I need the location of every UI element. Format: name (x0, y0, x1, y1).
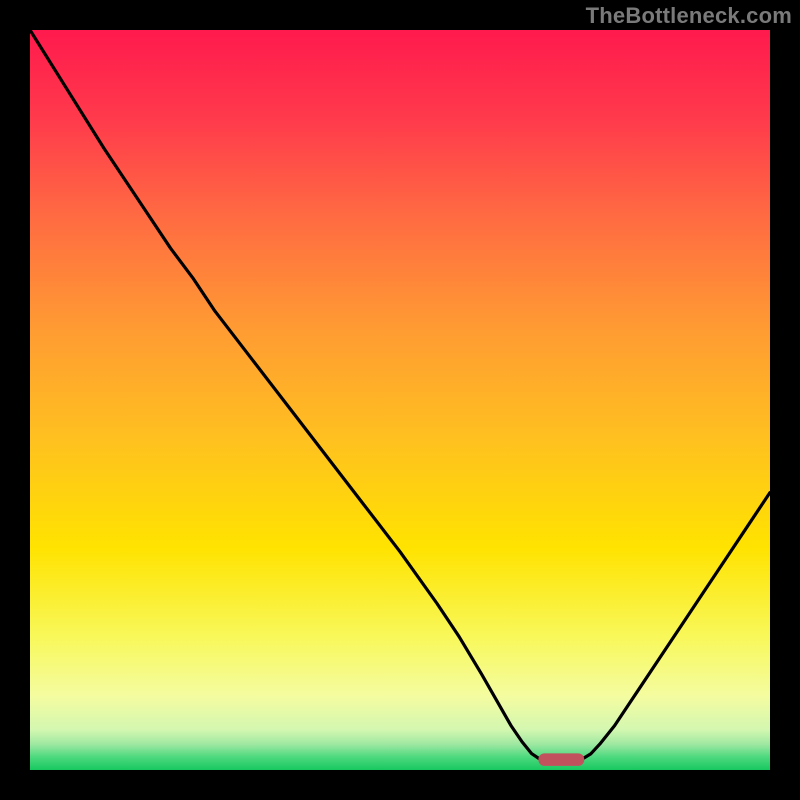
bottleneck-curve-chart (0, 0, 800, 800)
chart-container: TheBottleneck.com (0, 0, 800, 800)
curve-trough-marker (538, 753, 584, 766)
